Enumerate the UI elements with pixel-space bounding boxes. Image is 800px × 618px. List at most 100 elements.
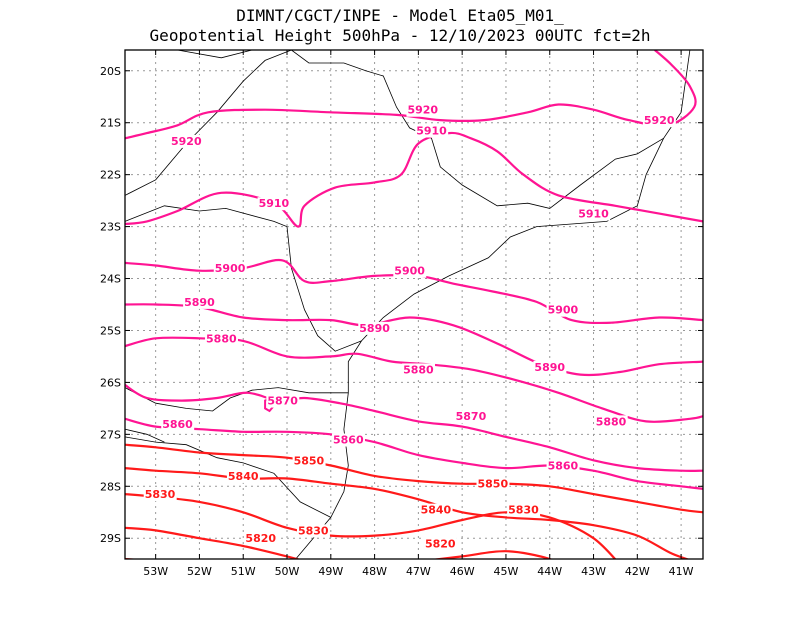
x-tick-label: 47W bbox=[406, 565, 431, 578]
contour-label-bg bbox=[419, 503, 453, 517]
y-tick-label: 22S bbox=[100, 169, 121, 182]
y-tick-label: 24S bbox=[100, 273, 121, 286]
contour-label-bg bbox=[244, 532, 278, 546]
contour-label-5860: 5860 bbox=[162, 418, 193, 431]
contour-line-5820 bbox=[125, 526, 553, 559]
contour-label-bg bbox=[402, 363, 436, 377]
contour-line-5840 bbox=[125, 467, 690, 559]
contour-label-5900: 5900 bbox=[548, 304, 579, 317]
x-tick-label: 49W bbox=[318, 565, 343, 578]
contour-label-5870: 5870 bbox=[267, 395, 298, 408]
contour-layer bbox=[125, 50, 703, 559]
coastline-segment bbox=[125, 387, 349, 412]
contour-label-5880: 5880 bbox=[403, 363, 434, 376]
plot-frame bbox=[124, 49, 704, 560]
contour-line-5920 bbox=[125, 50, 697, 140]
contour-label-5830: 5830 bbox=[508, 504, 539, 517]
contour-label-5850: 5850 bbox=[294, 454, 325, 467]
contour-label-5920: 5920 bbox=[644, 114, 675, 127]
contour-label-5820: 5820 bbox=[425, 537, 456, 550]
contour-label-bg bbox=[507, 503, 541, 517]
x-tick-label: 46W bbox=[450, 565, 475, 578]
coastline-layer bbox=[125, 50, 691, 559]
x-tick-label: 43W bbox=[581, 565, 606, 578]
contour-label-5910: 5910 bbox=[416, 125, 447, 138]
contour-label-5880: 5880 bbox=[206, 332, 237, 345]
contour-label-bg bbox=[415, 124, 449, 138]
x-tick-label: 52W bbox=[187, 565, 212, 578]
contour-label-bg bbox=[642, 114, 676, 128]
contour-label-bg bbox=[546, 459, 580, 473]
contour-label-5900: 5900 bbox=[394, 265, 425, 278]
contour-line-5850 bbox=[125, 443, 703, 514]
coastline-segment bbox=[125, 205, 362, 352]
contour-label-bg bbox=[169, 134, 203, 148]
contour-label-5890: 5890 bbox=[534, 361, 565, 374]
contour-label-bg bbox=[257, 197, 291, 211]
contour-label-5890: 5890 bbox=[184, 296, 215, 309]
contour-label-bg bbox=[476, 477, 510, 491]
contour-label-layer: 5920 5920 5920 5910 5910 5910 5900 5900 5900 5890… bbox=[143, 103, 676, 551]
y-tick-label: 21S bbox=[100, 117, 121, 130]
contour-label-bg bbox=[423, 537, 457, 551]
coastline-segment bbox=[295, 50, 691, 559]
axis-layer: 53W 52W 51W 50W 49W 48W 47W 46W 45W 44W 43W 42W 41W 2… bbox=[100, 50, 703, 578]
chart-title-line1: DIMNT/CGCT/INPE - Model Eta05_M01_ bbox=[236, 6, 564, 25]
y-tick-label: 29S bbox=[100, 532, 121, 545]
contour-label-bg bbox=[594, 415, 628, 429]
contour-label-bg bbox=[332, 433, 365, 447]
contour-label-5900: 5900 bbox=[215, 262, 246, 275]
contour-label-5820: 5820 bbox=[245, 532, 276, 545]
y-tick-label: 23S bbox=[100, 221, 121, 234]
coastline-segment bbox=[125, 50, 253, 59]
contour-label-5830: 5830 bbox=[298, 524, 329, 537]
x-tick-label: 50W bbox=[275, 565, 300, 578]
x-tick-label: 44W bbox=[537, 565, 562, 578]
contour-label-bg bbox=[143, 488, 177, 502]
y-tick-label: 26S bbox=[100, 376, 121, 389]
contour-label-bg bbox=[393, 264, 427, 278]
contour-label-5910: 5910 bbox=[578, 208, 609, 221]
contour-label-bg bbox=[296, 524, 330, 538]
contour-label-5910: 5910 bbox=[259, 197, 290, 210]
coastline-segment bbox=[125, 436, 331, 518]
contour-label-5880: 5880 bbox=[596, 415, 627, 428]
x-tick-label: 42W bbox=[625, 565, 650, 578]
contour-label-5860: 5860 bbox=[333, 434, 364, 447]
contour-label-5890: 5890 bbox=[359, 322, 390, 335]
coastline-segment bbox=[291, 50, 664, 209]
contour-label-bg bbox=[546, 303, 580, 317]
y-tick-label: 27S bbox=[100, 428, 121, 441]
contour-label-5830: 5830 bbox=[145, 488, 176, 501]
contour-label-5920: 5920 bbox=[171, 135, 202, 148]
contour-label-5860: 5860 bbox=[548, 460, 579, 473]
contour-label-bg bbox=[577, 207, 611, 221]
contour-line-5890 bbox=[125, 303, 703, 377]
chart-title-line2: Geopotential Height 500hPa - 12/10/2023 … bbox=[149, 26, 651, 45]
contour-line-5860 bbox=[125, 417, 703, 490]
contour-line-5870 bbox=[125, 384, 703, 472]
x-tick-label: 53W bbox=[143, 565, 168, 578]
contour-label-bg bbox=[292, 454, 326, 468]
x-tick-label: 51W bbox=[231, 565, 256, 578]
contour-label-bg bbox=[533, 360, 567, 374]
coastline-segment bbox=[125, 428, 165, 443]
y-tick-label: 25S bbox=[100, 324, 121, 337]
contour-label-bg bbox=[213, 262, 247, 276]
contour-label-5870: 5870 bbox=[456, 410, 487, 423]
contour-line-5830 bbox=[125, 493, 617, 559]
x-tick-label: 48W bbox=[362, 565, 387, 578]
contour-line-5880 bbox=[125, 336, 703, 423]
contour-label-bg bbox=[161, 417, 195, 431]
contour-label-bg bbox=[266, 394, 300, 408]
x-tick-label: 45W bbox=[494, 565, 519, 578]
contour-label-bg bbox=[406, 103, 440, 117]
contour-label-bg bbox=[183, 295, 217, 309]
contour-label-bg bbox=[454, 410, 488, 424]
contour-label-bg bbox=[358, 321, 392, 335]
y-tick-label: 20S bbox=[100, 65, 121, 78]
contour-label-bg bbox=[226, 469, 260, 483]
contour-label-bg bbox=[205, 332, 238, 346]
contour-label-5920: 5920 bbox=[407, 104, 438, 117]
